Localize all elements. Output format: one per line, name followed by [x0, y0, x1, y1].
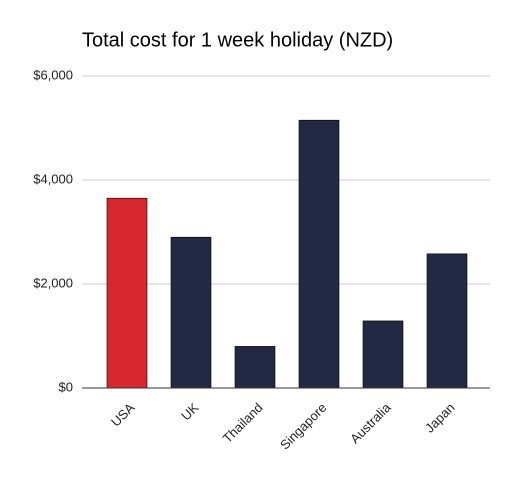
y-tick-label: $0: [59, 379, 73, 394]
bar: [234, 346, 276, 389]
chart-title: Total cost for 1 week holiday (NZD): [82, 29, 393, 51]
bar: [106, 197, 148, 389]
y-tick-label: $2,000: [33, 275, 73, 290]
bar: [426, 253, 468, 389]
bar: [298, 119, 340, 389]
bar: [170, 236, 212, 389]
bar: [362, 320, 404, 389]
y-tick-label: $6,000: [33, 67, 73, 82]
y-tick-label: $4,000: [33, 171, 73, 186]
